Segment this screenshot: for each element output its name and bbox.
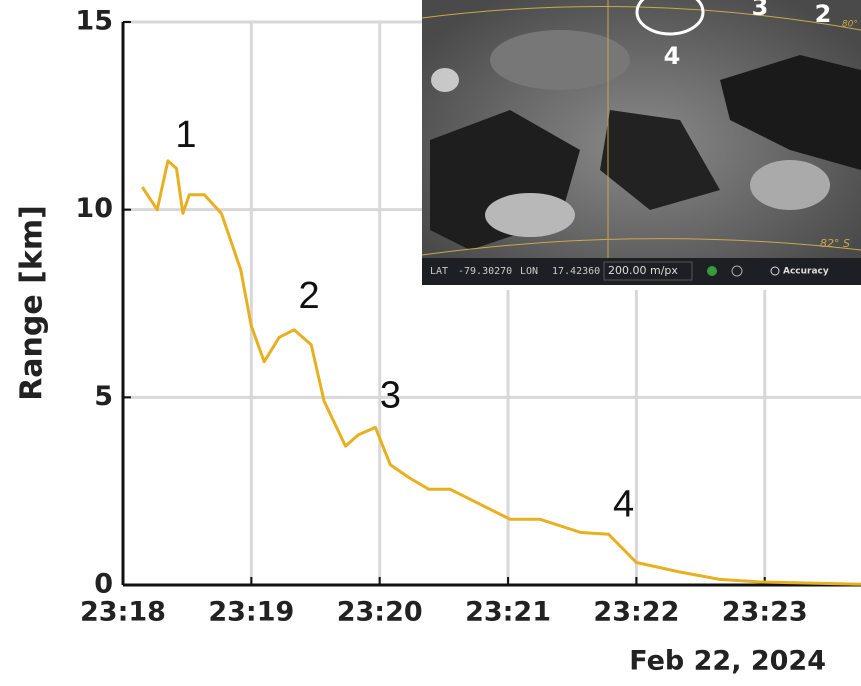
y-tick-label: 10 — [75, 193, 113, 224]
annotation: 2 — [299, 275, 320, 317]
target-icon[interactable] — [731, 265, 743, 277]
x-axis-label: Feb 22, 2024 — [629, 646, 826, 677]
inset-marker: 4 — [664, 42, 681, 70]
x-tick-label: 23:19 — [208, 597, 294, 628]
inset-marker: 2 — [815, 0, 832, 28]
x-tick-label: 23:20 — [337, 597, 423, 628]
scale-box[interactable] — [603, 261, 693, 281]
annotation: 1 — [175, 114, 196, 156]
globe-icon[interactable] — [707, 266, 717, 276]
x-tick-label: 23:22 — [593, 597, 679, 628]
inset-marker: 3 — [752, 0, 769, 21]
shadow — [720, 55, 861, 170]
annotation: 4 — [613, 483, 634, 525]
parallel-label: 80° — [842, 20, 858, 30]
crater — [490, 30, 630, 90]
accuracy[interactable]: Accuracy — [783, 267, 829, 277]
lon-value: 17.42360 — [552, 266, 600, 277]
y-axis-label: Range [km] — [15, 205, 50, 401]
lat-value: -79.30270 — [458, 266, 512, 277]
crater-rim — [485, 193, 575, 237]
status-bar-edge — [422, 285, 861, 290]
x-tick-label: 23:21 — [465, 597, 551, 628]
y-tick-label: 15 — [75, 6, 113, 37]
crater — [431, 68, 459, 92]
range-line — [141, 159, 861, 586]
parallel-line — [421, 5, 861, 31]
shadow — [600, 110, 720, 210]
scale[interactable]: 200.00 m/px — [608, 264, 678, 277]
annotation: 3 — [380, 374, 401, 416]
inset-image: 4 3 2 80° 82° S LAT -79.30270 LON 17.423… — [421, 0, 861, 290]
info-icon[interactable] — [770, 266, 780, 276]
landing-circle — [635, 0, 705, 36]
lat-label: LAT — [430, 266, 448, 277]
crater-rim — [750, 160, 830, 210]
y-tick-label: 5 — [94, 381, 113, 412]
parallel-label: 82° S — [820, 237, 850, 250]
lon-label: LON — [520, 266, 538, 277]
parallel-line — [421, 238, 861, 256]
x-tick-label: 23:18 — [80, 597, 166, 628]
x-tick-label: 23:23 — [722, 597, 808, 628]
y-tick-label: 0 — [94, 569, 113, 600]
